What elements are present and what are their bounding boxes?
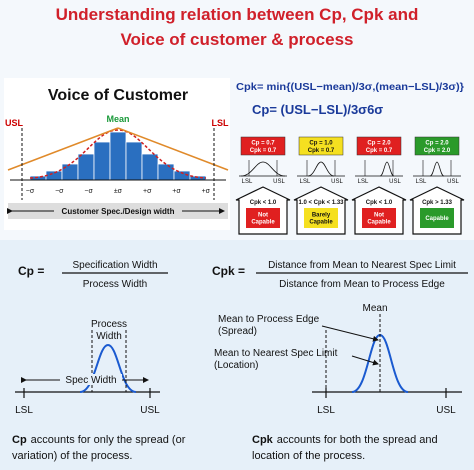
case-usl-label: USL (331, 179, 343, 185)
sigma-label: +σ (202, 188, 211, 195)
lsl-label: LSL (15, 405, 33, 416)
sigma-label: ±σ (114, 188, 123, 195)
cpk-numerator: Distance from Mean to Nearest Spec Limit (268, 260, 456, 271)
case-cp: Cp = 0.7 (251, 141, 275, 147)
case-cp: Cp = 1.0 (309, 141, 333, 147)
verdict: Not (374, 213, 384, 219)
spec-width-label: Customer Spec./Design width (62, 207, 175, 216)
case-cp: Cp = 2.0 (425, 141, 449, 147)
usl-label: USL (5, 118, 24, 128)
hist-bar (45, 170, 63, 181)
verdict-box (246, 208, 280, 228)
case-range: Cpk > 1.33 (422, 200, 453, 206)
case-range: Cpk < 1.0 (366, 200, 393, 206)
label-bg (60, 374, 122, 385)
bottom-panel (0, 240, 474, 470)
mean-label: Mean (362, 303, 387, 314)
cpk-caption: Cpk accounts for both the spread and (252, 434, 438, 446)
sigma-label: +σ (172, 188, 181, 195)
verdict: Capable (367, 220, 391, 226)
sigma-label: −σ (55, 188, 64, 195)
spec-line (117, 127, 229, 171)
hist-bar (125, 141, 143, 181)
verdict-box (304, 208, 338, 228)
case-box (414, 136, 460, 156)
spread-label: Mean to Process Edge (Spread) (218, 314, 320, 337)
case-curve (240, 161, 286, 177)
hist-bar (77, 153, 95, 181)
case-cpk: Cpk = 2.0 (424, 148, 451, 154)
usl-label: USL (140, 405, 160, 416)
mean-label: Mean (106, 114, 129, 124)
cpk-denominator: Distance from Mean to Process Edge (279, 279, 445, 290)
cp-caption: Cp accounts for only the spread (or (12, 434, 186, 446)
cp-label: Cp = (18, 264, 44, 278)
case-box (240, 136, 286, 156)
verdict: Capable (251, 220, 275, 226)
cpk-label: Cpk = (212, 264, 245, 278)
case-cp: Cp = 2.0 (367, 141, 391, 147)
case-usl-label: USL (447, 179, 459, 185)
case-cpk: Cpk = 0.7 (308, 148, 335, 154)
lsl-label: LSL (317, 405, 335, 416)
sigma-label: +σ (143, 188, 152, 195)
hist-bar (61, 163, 79, 181)
cp-formula: Cp= (USL−LSL)/3σ6σ (252, 102, 383, 117)
verdict-box (362, 208, 396, 228)
case-range: 1.0 < Cpk < 1.33 (298, 200, 344, 206)
case-box (298, 136, 344, 156)
case-lsl-label: LSL (242, 179, 253, 185)
title-line: Voice of customer & process (120, 30, 353, 49)
case-curve (429, 161, 445, 177)
case-range: Cpk < 1.0 (250, 200, 277, 206)
usl-label: USL (436, 405, 456, 416)
verdict: Capable (425, 216, 449, 222)
process-width-label: Process Width (91, 319, 127, 342)
normal-curve (29, 129, 207, 179)
cp-numerator: Specification Width (72, 260, 157, 271)
verdict: Capable (309, 220, 333, 226)
cp-caption: variation) of the process. (12, 450, 132, 462)
case-usl-label: USL (273, 179, 285, 185)
verdict: Barely (312, 213, 331, 219)
case-usl-label: USL (389, 179, 401, 185)
location-arrow (351, 355, 379, 366)
voc-title: Voice of Customer (48, 87, 188, 104)
case-curve (307, 161, 335, 177)
spread-arrow (321, 325, 379, 342)
sigma-label: −σ (84, 188, 93, 195)
cpk-caption: location of the process. (252, 450, 365, 462)
case-curve (379, 161, 395, 177)
sigma-label: −σ (26, 188, 35, 195)
cpk-formula: Cpk= min{(USL−mean)/3σ,(mean−LSL)/3σ)} (236, 81, 464, 93)
histogram: −σ −σ −σ ±σ +σ +σ +σ (10, 129, 226, 195)
hist-bar (93, 141, 111, 181)
case-lsl-label: LSL (358, 179, 369, 185)
lsl-label: LSL (212, 118, 230, 128)
case-cpk: Cpk = 0.7 (250, 148, 277, 154)
case-lsl-label: LSL (300, 179, 311, 185)
verdict: Not (258, 213, 268, 219)
verdict-box (420, 208, 454, 228)
location-label: Mean to Nearest Spec Limit (Location) (214, 348, 338, 371)
cp-denominator: Process Width (83, 279, 147, 290)
spec-line (7, 127, 119, 171)
case-box (356, 136, 402, 156)
hist-bar (141, 153, 159, 181)
hist-bar (157, 163, 175, 181)
title-line: Understanding relation between Cp, Cpk a… (56, 5, 419, 24)
spec-width-label: Spec Width (65, 375, 116, 386)
spec-text-bg (54, 205, 182, 217)
case-cpk: Cpk = 0.7 (366, 148, 393, 154)
hist-bar (109, 131, 127, 181)
case-lsl-label: LSL (416, 179, 427, 185)
